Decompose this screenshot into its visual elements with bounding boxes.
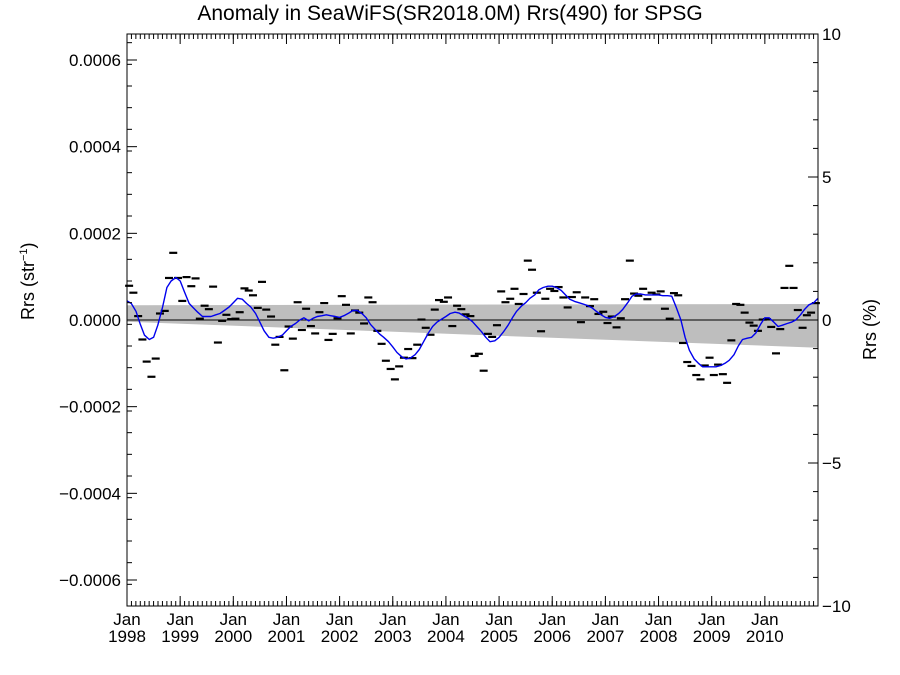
x-tick-month: Jan — [539, 610, 566, 629]
x-tick-year: 2001 — [268, 627, 306, 646]
x-tick-month: Jan — [379, 610, 406, 629]
x-tick-year: 2005 — [480, 627, 518, 646]
x-tick-month: Jan — [592, 610, 619, 629]
y-right-tick-label: −5 — [822, 454, 841, 473]
data-points-layer — [125, 251, 820, 384]
y-left-tick-label: 0.0004 — [69, 138, 121, 157]
confidence-band — [127, 303, 818, 348]
x-tick-year: 2009 — [693, 627, 731, 646]
x-tick-year: 2007 — [586, 627, 624, 646]
ticks-layer: 0.0006 0.0004 0.0002 0.0000 −0.0002 −0.0004 −0… — [59, 25, 851, 646]
x-tick-month: Jan — [645, 610, 672, 629]
x-tick-year: 1998 — [108, 627, 146, 646]
y-left-tick-label: −0.0002 — [59, 398, 121, 417]
x-tick-month: Jan — [751, 610, 778, 629]
y-left-tick-label: 0.0006 — [69, 51, 121, 70]
x-tick-month: Jan — [220, 610, 247, 629]
x-tick-year: 2006 — [533, 627, 571, 646]
x-tick-month: Jan — [273, 610, 300, 629]
y-left-tick-label: −0.0004 — [59, 484, 121, 503]
y-left-tick-label: 0.0002 — [69, 224, 121, 243]
x-tick-month: Jan — [698, 610, 725, 629]
confidence-band-layer — [127, 303, 818, 348]
series-line — [126, 276, 819, 368]
x-tick-year: 2000 — [214, 627, 252, 646]
y-right-tick-label: 5 — [822, 168, 831, 187]
chart-title: Anomaly in SeaWiFS(SR2018.0M) Rrs(490) f… — [197, 2, 703, 25]
x-tick-year: 2008 — [640, 627, 678, 646]
y-axis-left-label: Rrs (str−1) — [18, 242, 38, 320]
x-tick-year: 1999 — [161, 627, 199, 646]
x-tick-month: Jan — [326, 610, 353, 629]
y-left-tick-label: 0.0000 — [69, 311, 121, 330]
x-tick-year: 2002 — [321, 627, 359, 646]
x-tick-month: Jan — [485, 610, 512, 629]
y-axis-right-label: Rrs (%) — [860, 299, 880, 360]
y-right-tick-label: 0 — [822, 311, 831, 330]
smoothed-line-layer — [126, 276, 819, 368]
x-tick-year: 2004 — [427, 627, 465, 646]
x-tick-month: Jan — [432, 610, 459, 629]
x-tick-year: 2010 — [746, 627, 784, 646]
y-right-tick-label: −10 — [822, 597, 851, 616]
y-left-tick-label: −0.0006 — [59, 571, 121, 590]
x-tick-year: 2003 — [374, 627, 412, 646]
y-right-tick-label: 10 — [822, 25, 841, 44]
x-tick-month: Jan — [166, 610, 193, 629]
x-tick-month: Jan — [113, 610, 140, 629]
